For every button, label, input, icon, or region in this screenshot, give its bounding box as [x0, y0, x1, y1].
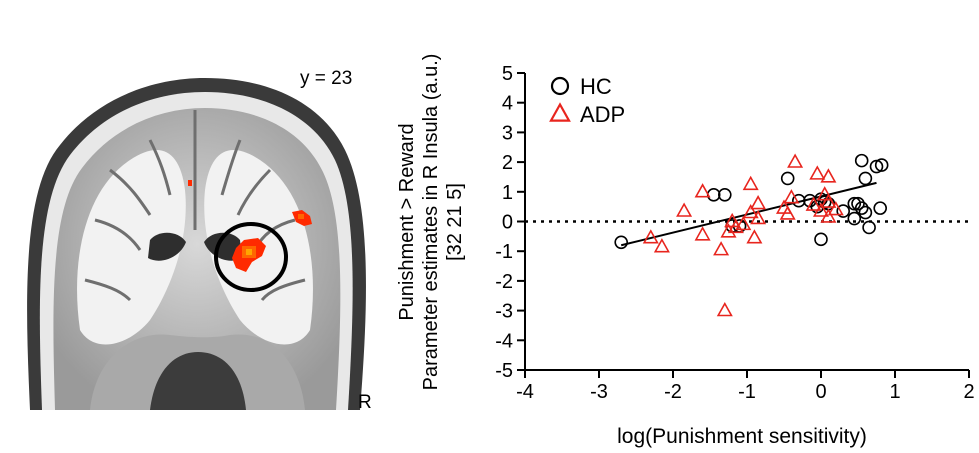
data-point-hc — [717, 187, 732, 202]
data-point-hc — [854, 153, 869, 168]
data-point-adp — [827, 200, 844, 216]
data-point-adp — [653, 238, 670, 253]
regression-line-group — [620, 181, 877, 247]
data-point-adp — [820, 208, 837, 223]
data-point-hc — [706, 187, 721, 202]
scatter-chart: Punishment > Reward Parameter estimates i… — [396, 54, 975, 448]
legend-marker-hc — [550, 76, 570, 96]
data-point-hc — [869, 159, 884, 174]
x-tick-label: -2 — [664, 381, 682, 403]
y-tick-label: 0 — [502, 212, 513, 234]
data-point-adp — [783, 189, 800, 204]
data-point-hc — [847, 211, 862, 226]
y-tick-label: -2 — [495, 271, 513, 293]
data-point-hc — [874, 158, 889, 172]
x-tick-label: 0 — [815, 381, 826, 403]
data-point-hc — [858, 205, 873, 220]
x-tick-label: -4 — [516, 381, 534, 403]
data-point-adp — [816, 186, 833, 201]
data-point-hc — [858, 171, 873, 186]
data-point-hc — [847, 196, 862, 211]
slice-label: y = 23 — [300, 68, 352, 89]
data-point-adp — [713, 241, 730, 256]
data-point-hc — [791, 193, 806, 208]
data-point-adp — [750, 195, 767, 210]
data-point-hc — [854, 201, 869, 215]
y-axis-label-line: Punishment > Reward — [396, 123, 418, 320]
y-tick-label: -4 — [495, 330, 513, 352]
data-point-hc — [814, 232, 828, 247]
data-point-adp — [735, 215, 752, 231]
data-point-adp — [742, 203, 759, 219]
data-point-adp — [787, 153, 804, 168]
y-tick-label: -5 — [495, 360, 513, 382]
x-tick-label: 2 — [963, 381, 974, 403]
data-point-adp — [746, 229, 763, 244]
y-axis-label-line: Parameter estimates in R Insula (a.u.) — [420, 54, 442, 391]
legend-label-hc: HC — [580, 74, 612, 99]
legend-marker-adp — [549, 102, 571, 122]
data-point-adp — [694, 226, 711, 241]
data-point-adp — [750, 209, 767, 225]
x-tick-label: -3 — [590, 381, 608, 403]
y-tick-label: 2 — [502, 152, 513, 174]
data-point-hc — [836, 204, 851, 218]
data-point-adp — [742, 175, 759, 191]
data-points — [614, 153, 889, 317]
data-point-hc — [873, 201, 888, 215]
data-point-adp — [720, 223, 737, 238]
y-tick-label: 4 — [502, 93, 513, 115]
white-matter-left — [77, 150, 186, 345]
legend: HC ADP — [549, 74, 625, 127]
brain-slice-image: y = 23 R — [0, 68, 385, 453]
data-point-hc — [780, 171, 795, 186]
lateral-ventricle-left — [148, 232, 186, 261]
activation-clusters — [188, 180, 312, 272]
data-point-adp — [820, 168, 837, 183]
data-point-adp — [812, 202, 830, 217]
data-point-adp — [694, 183, 711, 198]
legend-label-adp: ADP — [580, 102, 625, 127]
y-tick-label: 3 — [502, 122, 513, 144]
roi-circle — [214, 222, 288, 292]
data-point-adp — [779, 205, 796, 220]
y-tick-label: -3 — [495, 301, 513, 323]
data-point-hc — [851, 196, 865, 211]
data-point-adp — [642, 229, 659, 244]
brainstem-dark — [150, 352, 246, 410]
regression-line — [620, 181, 877, 247]
data-point-adp — [676, 202, 693, 217]
y-axis-label-group: Punishment > Reward Parameter estimates i… — [396, 54, 466, 391]
activation-small — [188, 180, 192, 186]
x-tick-label: -1 — [738, 381, 756, 403]
y-tick-label: -1 — [495, 241, 513, 263]
y-tick-label: 1 — [502, 182, 513, 204]
y-tick-label: 5 — [502, 63, 513, 85]
data-point-adp — [809, 165, 826, 180]
data-point-hc — [614, 235, 628, 250]
side-label: R — [358, 392, 372, 413]
data-point-adp — [820, 193, 837, 208]
x-axis-label: log(Punishment sensitivity) — [617, 425, 867, 448]
data-point-hc — [862, 220, 876, 235]
data-point-adp — [805, 196, 822, 211]
lateral-ventricle-right — [204, 232, 242, 261]
x-tick-label: 1 — [889, 381, 900, 403]
y-axis-label-line: [32 21 5] — [444, 183, 466, 261]
data-point-adp — [716, 301, 733, 317]
